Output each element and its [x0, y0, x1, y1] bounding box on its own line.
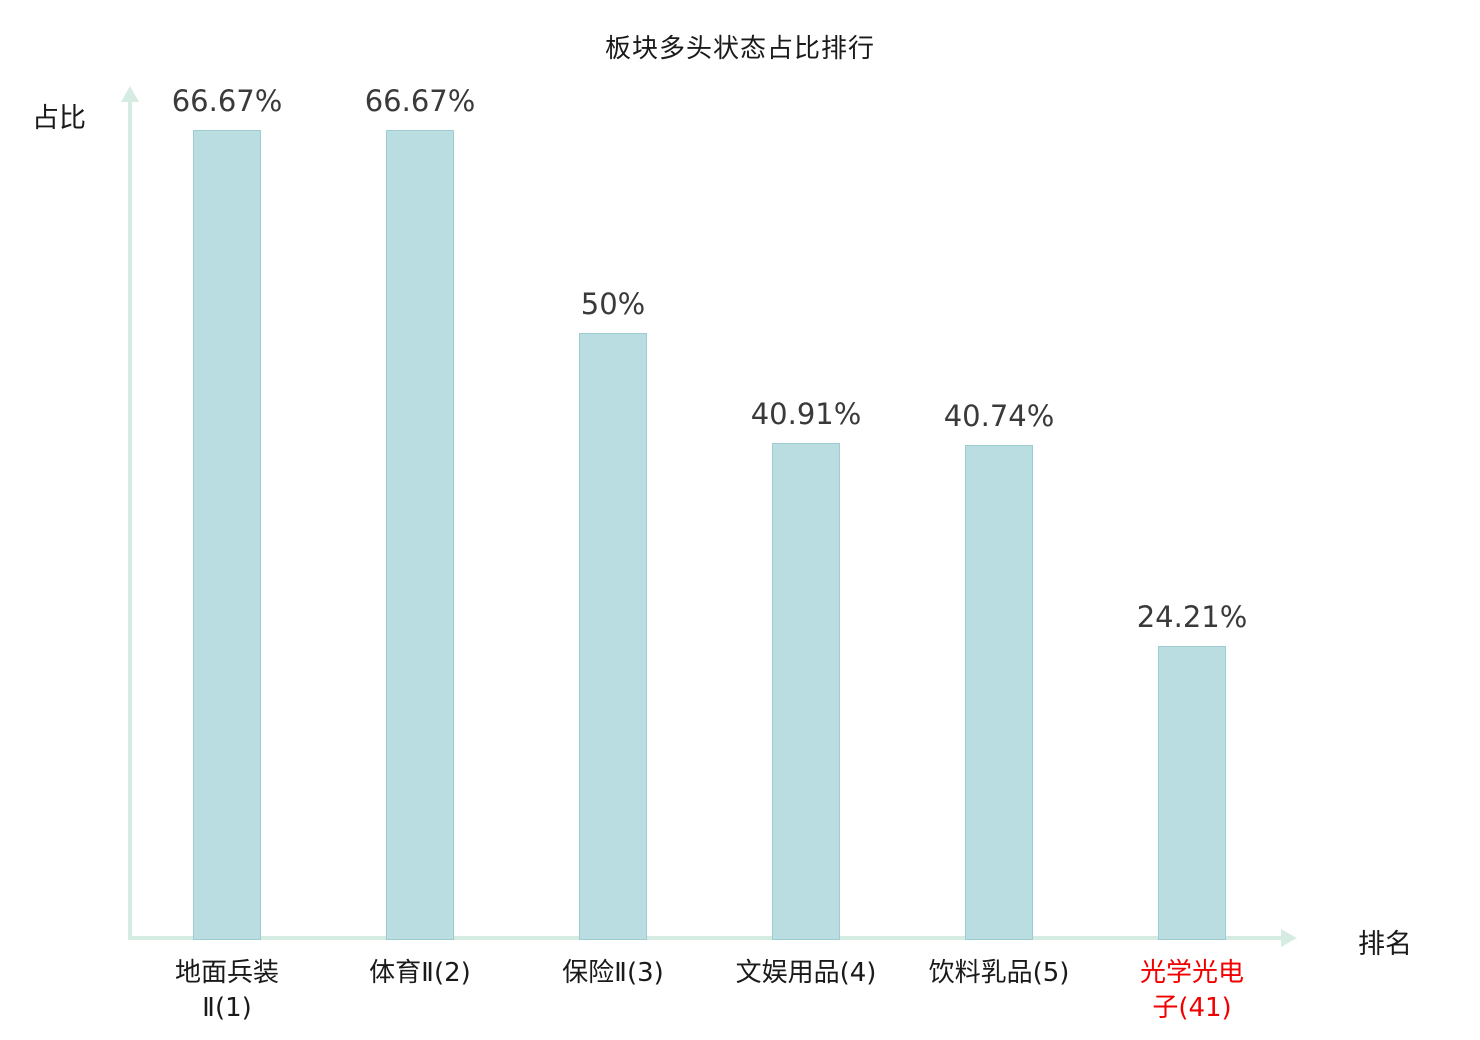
- category-label: 光学光电 子(41): [1139, 958, 1244, 1024]
- bar-value-label: 40.91%: [750, 397, 862, 431]
- category-label: 体育Ⅱ(2): [369, 958, 471, 988]
- y-axis-arrow-icon: [121, 86, 139, 102]
- bar: [193, 130, 261, 940]
- bar: [1158, 646, 1226, 940]
- x-axis-line: [128, 936, 1283, 940]
- category-label: 文娱用品(4): [735, 958, 877, 988]
- bar: [965, 445, 1033, 940]
- category-label: 饮料乳品(5): [928, 958, 1070, 988]
- category-label: 地面兵装 Ⅱ(1): [174, 958, 279, 1024]
- bar: [579, 333, 647, 940]
- category-label: 保险Ⅱ(3): [562, 958, 664, 988]
- x-axis-arrow-icon: [1281, 929, 1297, 947]
- bar-value-label: 40.74%: [943, 399, 1055, 433]
- bar-value-label: 66.67%: [364, 84, 476, 118]
- y-axis-label: 占比: [32, 103, 86, 134]
- category-labels: 地面兵装 Ⅱ(1) 体育Ⅱ(2) 保险Ⅱ(3) 文娱用品(4) 饮料乳品(5) 光学光电 …: [130, 956, 1290, 1040]
- plot-area: 66.67% 66.67% 50% 40.91% 40.74% 24.21%: [130, 84, 1290, 940]
- bar-value-label: 66.67%: [171, 84, 283, 118]
- bar-value-label: 50%: [580, 287, 646, 321]
- y-axis-line: [128, 100, 132, 940]
- bar: [386, 130, 454, 940]
- chart-title: 板块多头状态占比排行: [604, 34, 875, 64]
- bar-value-label: 24.21%: [1136, 600, 1248, 634]
- bar: [772, 443, 840, 940]
- x-axis-label: 排名: [1358, 929, 1412, 960]
